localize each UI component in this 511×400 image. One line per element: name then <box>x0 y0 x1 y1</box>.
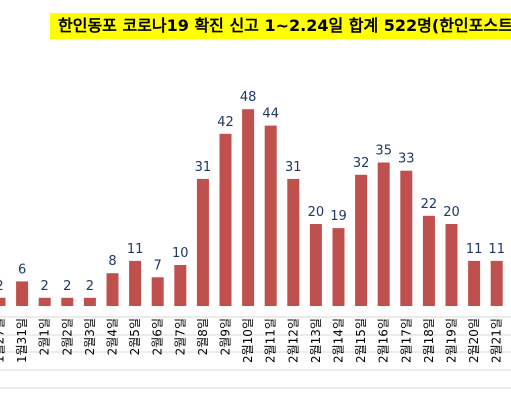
data-label: 35 <box>375 144 392 159</box>
data-label: 20 <box>308 205 325 220</box>
data-label: 48 <box>240 90 257 105</box>
tick-label: 2월7일 <box>173 318 187 355</box>
data-label: 11 <box>488 242 505 257</box>
tick-label: 2월12일 <box>286 318 300 363</box>
bar <box>332 228 345 306</box>
bar <box>468 260 481 306</box>
tick-label: 2월11일 <box>264 318 278 363</box>
tick-label: 2월6일 <box>151 318 165 355</box>
tick-label: 2월5일 <box>128 318 142 355</box>
bar <box>490 260 503 306</box>
bar <box>16 281 29 306</box>
data-label: 44 <box>262 107 279 122</box>
tick-label: 2월3일 <box>83 318 97 355</box>
bar <box>0 297 6 306</box>
data-label: 32 <box>353 156 370 171</box>
bar <box>422 215 435 306</box>
data-label: 33 <box>398 152 415 167</box>
bar <box>445 224 458 306</box>
bar <box>400 170 413 306</box>
bar <box>377 162 390 306</box>
tick-label: 2월13일 <box>309 318 323 363</box>
label-layer: 2622281171031424844312019323533222011112… <box>0 90 505 294</box>
bar <box>83 297 96 306</box>
tick-label: 2월16일 <box>377 318 391 363</box>
bar <box>196 178 209 306</box>
bar <box>106 273 119 306</box>
bar <box>61 297 74 306</box>
data-label: 31 <box>285 160 302 175</box>
grid-layer <box>0 316 511 389</box>
tick-label: 2월9일 <box>219 318 233 355</box>
data-label: 22 <box>421 197 438 212</box>
tick-label: 2월19일 <box>445 318 459 363</box>
bar <box>174 265 187 306</box>
data-label: 42 <box>217 115 234 130</box>
bar <box>151 277 164 306</box>
data-label: 6 <box>18 262 26 277</box>
tick-label: 2월15일 <box>354 318 368 363</box>
tick-label: 1월31일 <box>15 318 29 363</box>
data-label: 8 <box>108 254 116 269</box>
tick-label: 2월4일 <box>106 318 120 355</box>
tick-label: 2월1일 <box>38 318 52 355</box>
tick-label: 2월2일 <box>60 318 74 355</box>
bar <box>38 297 51 306</box>
data-label: 7 <box>154 258 162 273</box>
bar <box>355 174 368 306</box>
data-label: 11 <box>127 242 144 257</box>
data-label: 19 <box>330 209 347 224</box>
data-label: 20 <box>443 205 460 220</box>
tick-layer: 1월27일 1월31일 2월1일 2월2일 2월3일 2월4일 2월5일 2월6일 2월7일 2월… <box>0 318 504 363</box>
bar <box>129 260 142 306</box>
data-label: 11 <box>466 242 483 257</box>
bar <box>287 178 300 306</box>
data-label: 10 <box>172 246 189 261</box>
data-label: 2 <box>41 279 49 294</box>
bar <box>309 224 322 306</box>
bar <box>264 125 277 306</box>
tick-label: 2월21일 <box>490 318 504 363</box>
bar <box>219 133 232 306</box>
tick-label: 2월10일 <box>241 318 255 363</box>
bar-layer <box>0 109 503 306</box>
tick-label: 2월14일 <box>332 318 346 363</box>
data-label: 2 <box>0 279 4 294</box>
data-label: 2 <box>63 279 71 294</box>
data-label: 31 <box>195 160 212 175</box>
tick-label: 1월27일 <box>0 318 7 363</box>
bar <box>242 109 255 306</box>
tick-label: 2월17일 <box>399 318 413 363</box>
tick-label: 2월20일 <box>467 318 481 363</box>
chart-title: 한인동포 코로나19 확진 신고 1~2.24일 합계 522명(한인포스트 <box>50 13 511 39</box>
data-label: 2 <box>86 279 94 294</box>
tick-label: 2월8일 <box>196 318 210 355</box>
tick-label: 2월18일 <box>422 318 436 363</box>
